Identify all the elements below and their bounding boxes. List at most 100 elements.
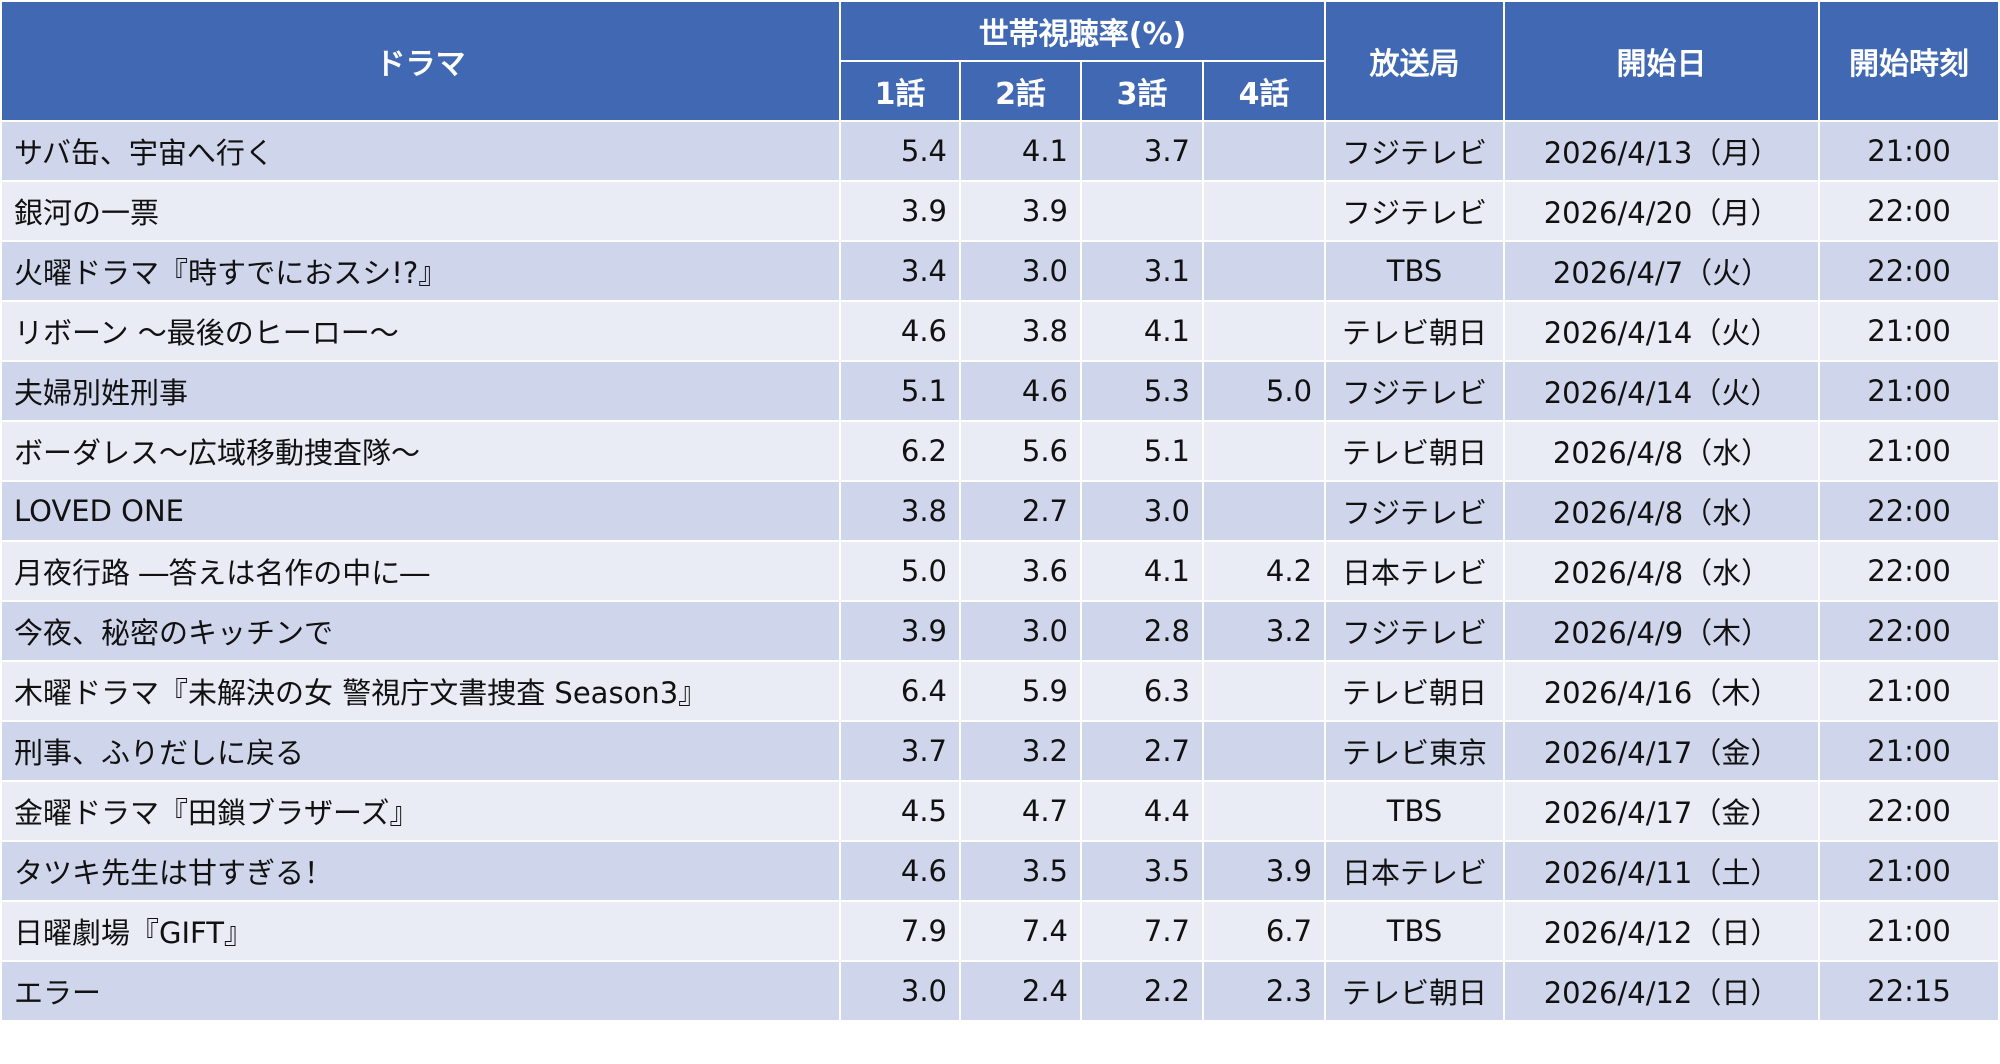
table-cell: 2026/4/8（水） [1503,420,1821,482]
header-cell: 2話 [959,60,1082,122]
table-cell: 2026/4/12（日） [1503,960,1821,1022]
table-cell: 22:00 [1818,180,2000,242]
table-cell: 4.6 [839,840,961,902]
table-cell: 火曜ドラマ『時すでにおスシ!?』 [0,240,841,302]
table-cell: 2.7 [1080,720,1204,782]
table-cell: 5.3 [1080,360,1204,422]
table-cell: 21:00 [1818,660,2000,722]
header-cell: 放送局 [1324,0,1506,122]
table-cell: 5.9 [959,660,1082,722]
table-cell: 7.7 [1080,900,1204,962]
table-row: 銀河の一票 3.9 3.9 フジテレビ 2026/4/20（月） 22:00 [0,180,2000,242]
header-cell: 開始日 [1503,0,1821,122]
table-cell: 日本テレビ [1324,540,1506,602]
table-cell: 4.7 [959,780,1082,842]
table-cell: 21:00 [1818,420,2000,482]
table-row: ボーダレス～広域移動捜査隊～ 6.2 5.6 5.1 テレビ朝日 2026/4/8（水） 2… [0,420,2000,482]
header-cell: 4話 [1201,60,1327,122]
table-cell: 2026/4/14（火） [1503,360,1821,422]
table-row: エラー 3.0 2.4 2.2 2.3 テレビ朝日 2026/4/12（日） 22:15 [0,960,2000,1022]
table-cell: 2026/4/8（水） [1503,480,1821,542]
table-cell: 2.4 [959,960,1082,1022]
table-cell: 2026/4/17（金） [1503,780,1821,842]
table-cell: 2026/4/12（日） [1503,900,1821,962]
table-row: 木曜ドラマ『未解決の女 警視庁文書捜査 Season3』 6.4 5.9 6.3 テレビ… [0,660,2000,722]
table-row: 火曜ドラマ『時すでにおスシ!?』 3.4 3.0 3.1 TBS 2026/4/7（火） 2… [0,240,2000,302]
table-cell [1201,420,1327,482]
header-cell: 世帯視聴率(%) [838,0,1327,62]
table-cell: サバ缶、宇宙へ行く [0,120,841,182]
table-cell: 夫婦別姓刑事 [0,360,841,422]
table-cell: TBS [1324,240,1506,302]
table-cell: 3.1 [1080,240,1204,302]
table-cell: テレビ朝日 [1324,660,1506,722]
table-cell [1080,180,1204,242]
table-cell: TBS [1324,780,1506,842]
header-cell: 1話 [839,60,961,122]
table-cell: 3.2 [959,720,1082,782]
table-cell: ボーダレス～広域移動捜査隊～ [0,420,841,482]
table-cell: 7.4 [959,900,1082,962]
table-cell: 22:00 [1818,540,2000,602]
table-cell [1201,240,1327,302]
table-cell [1201,720,1327,782]
table-cell: 5.6 [959,420,1082,482]
table-cell: 6.3 [1080,660,1204,722]
table-cell: 刑事、ふりだしに戻る [0,720,841,782]
table-cell: 2.7 [959,480,1082,542]
table-cell: テレビ朝日 [1324,300,1506,362]
table-cell: 3.0 [839,960,961,1022]
table-cell: 2026/4/14（火） [1503,300,1821,362]
table-row: LOVED ONE 3.8 2.7 3.0 フジテレビ 2026/4/8（水） 22:00 [0,480,2000,542]
table-row: 夫婦別姓刑事 5.1 4.6 5.3 5.0 フジテレビ 2026/4/14（火） 21:00 [0,360,2000,422]
table-cell [1201,780,1327,842]
table-cell: 4.2 [1201,540,1327,602]
table-cell: 7.9 [839,900,961,962]
table-cell: 22:00 [1818,240,2000,302]
table-cell: 4.1 [959,120,1082,182]
table-cell: 6.4 [839,660,961,722]
table-header: ドラマ 世帯視聴率(%) 放送局 開始日 開始時刻 1話 2話 3話 4話 [0,0,2000,122]
table-cell: 2026/4/16（木） [1503,660,1821,722]
table-cell: テレビ朝日 [1324,420,1506,482]
table-cell: 21:00 [1818,300,2000,362]
table-cell: リボーン ～最後のヒーロー～ [0,300,841,362]
table-cell: LOVED ONE [0,480,841,542]
table-cell: エラー [0,960,841,1022]
table-cell: 22:15 [1818,960,2000,1022]
table-cell: フジテレビ [1324,180,1506,242]
table-cell: 3.0 [1080,480,1204,542]
table-cell: 3.5 [1080,840,1204,902]
table-cell: フジテレビ [1324,120,1506,182]
table-cell: 22:00 [1818,480,2000,542]
table-cell: 21:00 [1818,120,2000,182]
table-row: 今夜、秘密のキッチンで 3.9 3.0 2.8 3.2 フジテレビ 2026/4/9（木） 2… [0,600,2000,662]
table-cell: 月夜行路 ―答えは名作の中に― [0,540,841,602]
table-cell: 3.2 [1201,600,1327,662]
table-cell: 2026/4/9（木） [1503,600,1821,662]
table-row: タツキ先生は甘すぎる！ 4.6 3.5 3.5 3.9 日本テレビ 2026/4/11（土）… [0,840,2000,902]
table-cell: 6.2 [839,420,961,482]
table-cell: 21:00 [1818,900,2000,962]
table-cell: 3.0 [959,600,1082,662]
table-cell: 3.5 [959,840,1082,902]
header-cell: 開始時刻 [1818,0,2000,122]
table-cell: 4.6 [959,360,1082,422]
table-cell: 2026/4/17（金） [1503,720,1821,782]
table-cell [1201,660,1327,722]
header-cell: ドラマ [0,0,841,122]
table-cell: 3.4 [839,240,961,302]
table-cell: 4.1 [1080,540,1204,602]
table-cell: 4.4 [1080,780,1204,842]
table-cell: 2026/4/13（月） [1503,120,1821,182]
table-cell: 5.0 [1201,360,1327,422]
table-cell [1201,120,1327,182]
table-row: 月夜行路 ―答えは名作の中に― 5.0 3.6 4.1 4.2 日本テレビ 2026/4/8… [0,540,2000,602]
table-cell: 2026/4/8（水） [1503,540,1821,602]
table-cell: 5.1 [839,360,961,422]
table-cell: 5.1 [1080,420,1204,482]
table-cell: 3.9 [839,180,961,242]
table-cell: 4.1 [1080,300,1204,362]
table-cell: 3.9 [839,600,961,662]
